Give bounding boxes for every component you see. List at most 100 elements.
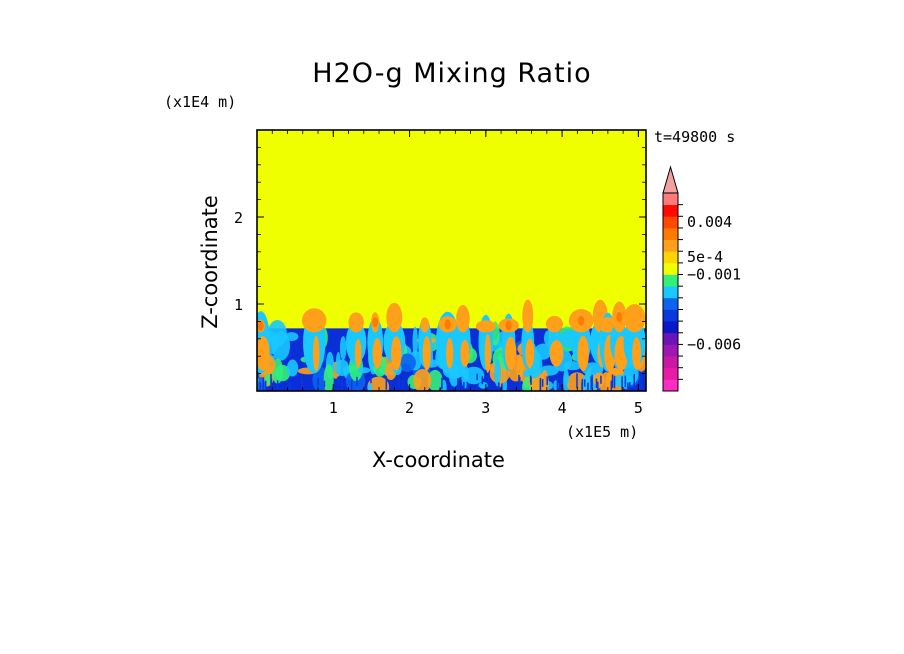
contour-field (257, 130, 646, 391)
field-streak (370, 376, 372, 384)
x-tick-label: 4 (558, 399, 567, 417)
field-blob (413, 368, 432, 391)
plume-core (525, 338, 535, 368)
colorbar-label: −0.006 (687, 335, 741, 353)
field-streak (541, 378, 544, 387)
colorbar-segment (663, 193, 678, 206)
field-streak (487, 376, 490, 388)
field-blob (357, 367, 371, 374)
field-streak (288, 382, 291, 389)
field-blob (286, 359, 299, 377)
colorbar-segment (663, 321, 678, 334)
plume (456, 304, 470, 333)
plume-core (372, 338, 382, 369)
field-streak (591, 374, 593, 387)
plume (420, 317, 430, 333)
colorbar-label: 0.004 (687, 213, 732, 231)
field-streak (595, 378, 598, 388)
plume-core (460, 339, 470, 367)
colorbar-segment (663, 297, 678, 310)
plume-core (578, 315, 585, 326)
field-streak (262, 377, 265, 384)
field-blob (367, 376, 390, 391)
field-streak (624, 375, 627, 388)
field-blob (257, 376, 266, 391)
field-streak (270, 378, 273, 387)
x-axis-label: X-coordinate (372, 448, 505, 472)
plot-frame (256, 129, 647, 392)
field-streak (590, 376, 592, 390)
field-streak (466, 381, 469, 391)
plume (386, 302, 403, 333)
colorbar-segment (663, 356, 678, 369)
field-streak (640, 377, 642, 390)
field-streak (341, 379, 343, 391)
colorbar: 0.004 5e-4−0.001 −0.006 (662, 165, 741, 392)
plume-core (632, 337, 642, 370)
field-streak (476, 373, 478, 380)
field-streak (289, 382, 292, 391)
field-streak (610, 380, 613, 391)
plume-core (391, 336, 402, 371)
field-streak (259, 382, 261, 391)
field-streak (264, 380, 267, 391)
y-tick-label: 1 (234, 296, 243, 314)
colorbar-segment (663, 251, 678, 264)
field-streak (583, 379, 586, 387)
field-blob (323, 364, 334, 391)
colorbar-segment (663, 204, 678, 217)
plume (301, 308, 327, 333)
field-streak (576, 373, 578, 389)
field-streak (276, 380, 279, 391)
colorbar-segment (663, 379, 678, 392)
field-streak (457, 378, 459, 388)
field-blob (274, 364, 291, 382)
time-label: t=49800 s (654, 128, 736, 146)
field-streak (398, 375, 400, 388)
colorbar-segment (663, 286, 678, 299)
field-streak (337, 376, 339, 384)
field-blob (463, 366, 485, 385)
colorbar-label: 5e-4 (687, 248, 723, 266)
field-streak (546, 376, 548, 386)
x-tick-label: 2 (405, 399, 414, 417)
colorbar-label: −0.001 (687, 266, 741, 284)
field-streak (385, 376, 388, 390)
chart-title: H2O-g Mixing Ratio (312, 58, 592, 89)
y-tick-label: 2 (234, 209, 243, 227)
field-blob (265, 373, 272, 386)
field-streak (323, 380, 326, 388)
field-streak (539, 377, 542, 391)
colorbar-segment (663, 227, 678, 240)
plume-core (616, 311, 623, 322)
colorbar-segment (663, 344, 678, 357)
field-streak (463, 381, 465, 389)
field-streak (529, 375, 532, 383)
field-streak (633, 374, 635, 389)
field-streak (481, 376, 484, 385)
x-axis-unit: (x1E5 m) (566, 423, 639, 441)
plume (545, 315, 564, 333)
colorbar-segment (663, 367, 678, 380)
plume-core (505, 320, 512, 331)
plume-core (504, 336, 517, 370)
colorbar-segment (663, 309, 678, 322)
field-blob (593, 372, 605, 388)
plume-core (422, 336, 431, 371)
plume (623, 304, 646, 333)
field-streak (597, 381, 599, 391)
field-streak (402, 381, 404, 391)
field-blob (494, 359, 501, 387)
field-blob (412, 326, 418, 357)
plume-core (444, 319, 451, 330)
plume-core (312, 335, 320, 372)
field-blob (334, 359, 350, 377)
colorbar-segment (663, 216, 678, 229)
field-streak (638, 380, 640, 388)
plume-core (446, 337, 454, 369)
field-streak (518, 374, 520, 381)
x-tick-label: 3 (481, 399, 490, 417)
colorbar-extension-arrow (662, 165, 679, 194)
field-streak (627, 382, 629, 390)
